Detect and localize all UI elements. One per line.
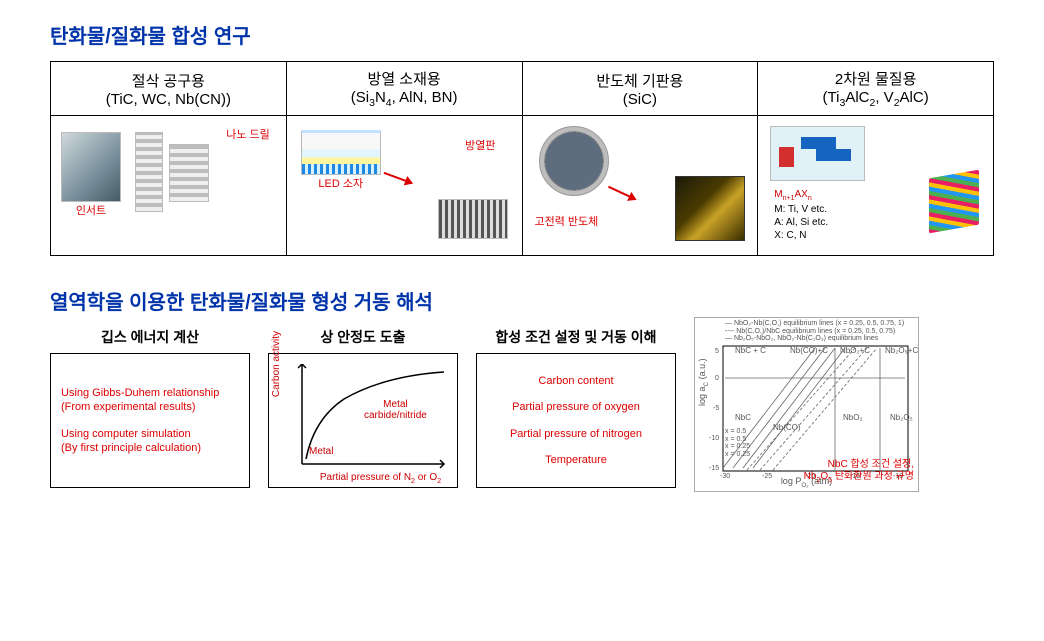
cond-item1: Carbon content [538,374,613,388]
layered-material-icon [929,170,979,234]
eq-annotation: NbC 합성 조건 설정,Nb2O5 탄화환원 과정 규명 [804,459,914,485]
col1-header: 절삭 공구용 (TiC, WC, Nb(CN)) [51,62,287,116]
gibbs-title: 깁스 에너지 계산 [101,327,199,347]
conditions-column: 합성 조건 설정 및 거동 이해 Carbon content Partial … [476,327,676,488]
heatsink-photo [438,199,508,239]
eq-region-label: Nb₂O₅ [890,413,913,422]
gibbs-item2: Using computer simulation(By first princ… [61,427,239,456]
gibbs-item1: Using Gibbs-Duhem relationship(From expe… [61,386,239,415]
power-semi-label: 고전력 반도체 [535,213,599,229]
eq-ylabel: log aC (a.u.) [697,358,710,406]
eq-region-label: NbO₂+C [840,346,870,355]
wafer-photo [539,126,609,196]
insert-photo [61,132,121,202]
led-diagram [301,130,381,175]
conditions-title: 합성 조건 설정 및 거동 이해 [495,327,656,347]
svg-text:-15: -15 [709,465,719,472]
cell-cutting-tools: 인서트 나노 드릴 [51,116,287,256]
cell-thermal: LED 소자 방열판 [286,116,522,256]
cond-item3: Partial pressure of nitrogen [510,427,642,441]
col4-formula: (Ti3AlC2, V2AlC) [823,89,929,106]
eq-region-label: Nb(CO)+C [790,346,828,355]
header-row: 절삭 공구용 (TiC, WC, Nb(CN)) 방열 소재용 (Si3N4, … [51,62,994,116]
chip-photo [675,176,745,241]
phase-region-metal: Metal [309,446,333,457]
col3-header: 반도체 기판용 (SiC) [522,62,758,116]
equilibrium-column: — NbO₂-Nb(C,O,) equilibrium lines (x = 0… [694,317,919,492]
phase-diagram: Carbon activity Metalcarbide/nitride Met… [268,353,458,488]
conditions-box: Carbon content Partial pressure of oxyge… [476,353,676,488]
cell-semiconductor: 고전력 반도체 [522,116,758,256]
eq-region-label: NbC + C [735,346,766,355]
periodic-table-icon [770,126,865,181]
phase-ylabel: Carbon activity [271,314,282,414]
nanodrill-label: 나노 드릴 [226,126,270,142]
svg-text:-10: -10 [709,435,719,442]
drill-photo2 [169,144,209,202]
phase-column: 상 안정도 도출 Carbon activity Metalcarbide/ni… [268,327,458,488]
phase-region-carbide: Metalcarbide/nitride [364,399,427,421]
cond-item4: Temperature [545,453,607,467]
col4-header: 2차원 물질용 (Ti3AlC2, V2AlC) [758,62,994,116]
insert-label: 인서트 [76,202,106,218]
col2-formula: (Si3N4, AlN, BN) [351,89,458,106]
eq-xvals: x = 0.5x = 0.5x = 0.25x = 0.25 [725,428,750,459]
eq-region-label: NbO₂ [843,413,863,422]
svg-text:5: 5 [715,348,719,355]
arrow-icon [607,186,635,200]
arrow-icon [383,172,412,184]
bottom-row: 깁스 에너지 계산 Using Gibbs-Duhem relationship… [50,327,994,492]
eq-region-label: NbC [735,413,751,422]
eq-region-label: Nb(CO) [773,423,801,432]
section1-title: 탄화물/질화물 합성 연구 [50,20,994,49]
phase-title: 상 안정도 도출 [320,327,405,347]
eq-region-label: Nb₂O₅+C [885,346,918,355]
cond-item2: Partial pressure of oxygen [512,400,640,414]
svg-text:0: 0 [715,375,719,382]
col2-header: 방열 소재용 (Si3N4, AlN, BN) [286,62,522,116]
equilibrium-plot: — NbO₂-Nb(C,O,) equilibrium lines (x = 0… [694,317,919,492]
drill-photo1 [135,132,163,212]
cell-2d-materials: Mn+1AXn M: Ti, V etc. A: Al, Si etc. X: … [758,116,994,256]
svg-text:-5: -5 [713,405,719,412]
image-row: 인서트 나노 드릴 LED 소자 방열판 [51,116,994,256]
max-formula: Mn+1AXn M: Ti, V etc. A: Al, Si etc. X: … [774,188,828,242]
applications-table: 절삭 공구용 (TiC, WC, Nb(CN)) 방열 소재용 (Si3N4, … [50,61,994,256]
gibbs-box: Using Gibbs-Duhem relationship(From expe… [50,353,250,488]
section2-title: 열역학을 이용한 탄화물/질화물 형성 거동 해석 [50,286,994,315]
phase-xlabel: Partial pressure of N2 or O2 [309,472,452,485]
gibbs-column: 깁스 에너지 계산 Using Gibbs-Duhem relationship… [50,327,250,488]
heatsink-label: 방열판 [465,137,495,153]
led-label: LED 소자 [318,175,363,191]
